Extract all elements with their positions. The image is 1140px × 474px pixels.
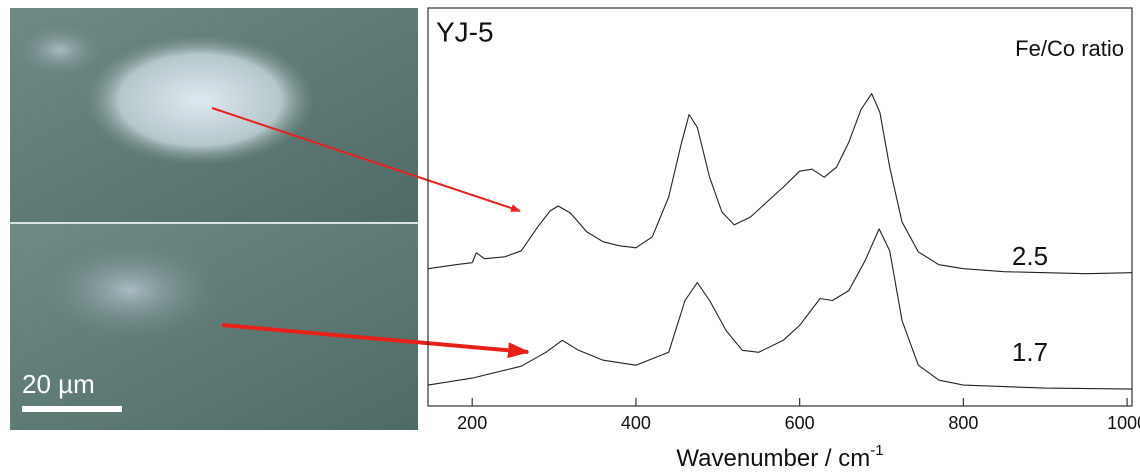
x-tick-label: 1000 [1107,413,1140,433]
crystal-patch [30,235,230,345]
x-tick-label: 800 [948,413,978,433]
x-tick-label: 600 [785,413,815,433]
spectrum-line [427,93,1133,275]
x-axis-label: Wavenumber / cm-1 [676,442,883,472]
series-label: 1.7 [1012,337,1048,367]
arrow [221,323,530,359]
x-axis-label-text: Wavenumber / cm [676,445,870,472]
micrograph: 20 µm [10,8,530,430]
arrow [211,107,521,212]
crystal-patch [10,20,110,80]
spectrum-line [427,228,1133,390]
x-tick-label: 200 [457,413,487,433]
plot-frame [427,7,1133,407]
series-label: 2.5 [1012,241,1048,271]
crystal-patch [85,35,315,165]
x-tick-label: 400 [621,413,651,433]
legend-title: Fe/Co ratio [1015,36,1124,61]
scale-bar-label: 20 µm [22,369,95,399]
scale-bar [22,406,122,412]
chart-title: YJ-5 [436,16,494,47]
x-axis-label-sup: -1 [870,442,883,459]
